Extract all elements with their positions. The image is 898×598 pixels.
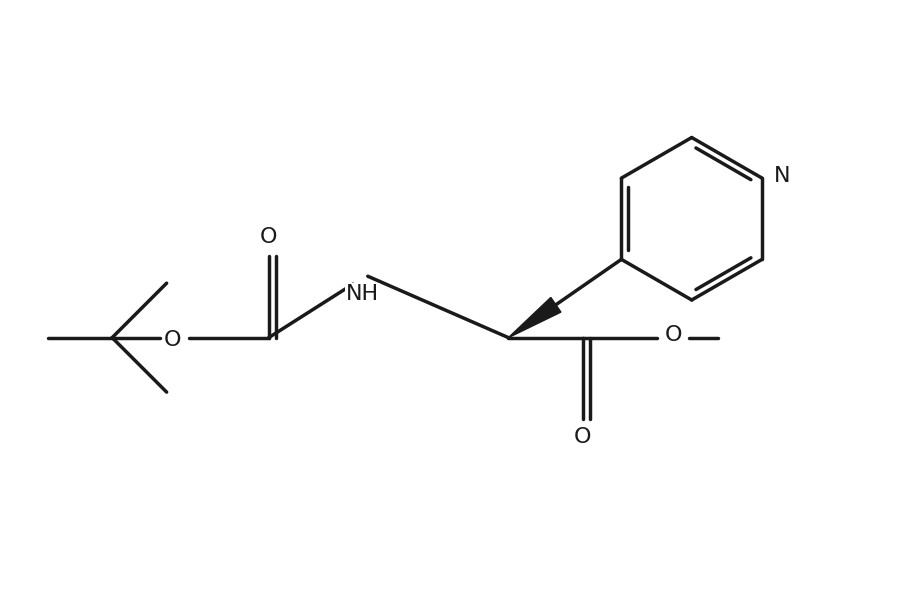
Text: O: O — [665, 325, 682, 344]
Polygon shape — [508, 297, 561, 338]
Text: O: O — [260, 227, 277, 246]
Text: NH: NH — [347, 284, 379, 304]
Text: N: N — [774, 166, 790, 186]
Text: O: O — [574, 427, 592, 447]
Text: O: O — [163, 329, 181, 350]
